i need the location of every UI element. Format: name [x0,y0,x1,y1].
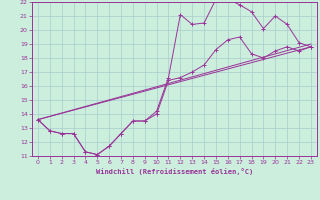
X-axis label: Windchill (Refroidissement éolien,°C): Windchill (Refroidissement éolien,°C) [96,168,253,175]
